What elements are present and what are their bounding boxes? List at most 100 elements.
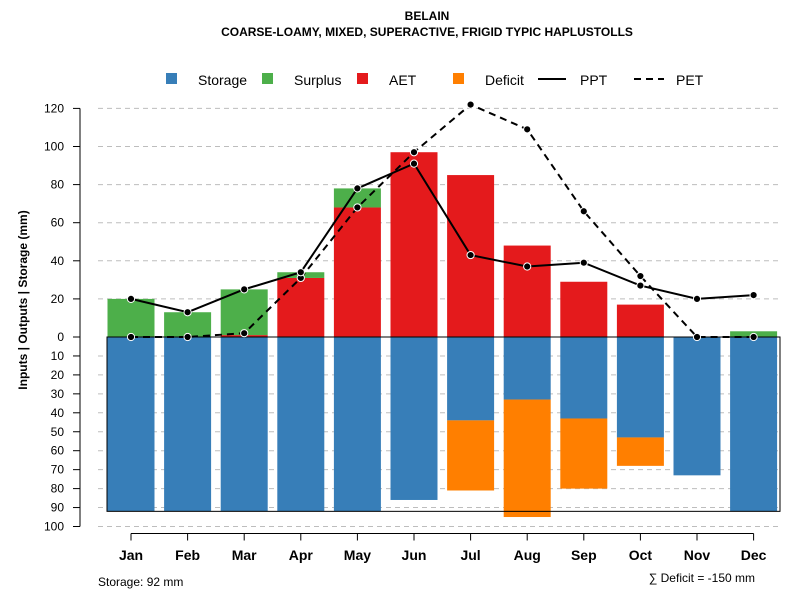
y-tick-label-lower-40: 40 [51, 406, 65, 420]
y-tick-label-lower-50: 50 [51, 425, 65, 439]
bar-storage-feb [164, 337, 212, 512]
y-tick-label-upper-100: 100 [44, 140, 64, 154]
y-axis-label: Inputs | Outputs | Storage (mm) [16, 210, 30, 389]
legend-deficit-label: Deficit [485, 72, 524, 88]
pet-point-mar [240, 329, 249, 338]
legend-pet-label: PET [676, 72, 704, 88]
y-tick-label-upper-60: 60 [51, 216, 65, 230]
y-tick-label-upper-40: 40 [51, 254, 65, 268]
y-tick-label-lower-100: 100 [44, 520, 64, 534]
y-tick-label-upper-0: 0 [57, 330, 64, 344]
x-tick-label-dec: Dec [741, 547, 767, 563]
y-tick-label-lower-80: 80 [51, 482, 65, 496]
bar-storage-mar [220, 337, 268, 512]
bar-aet-jun [390, 152, 438, 337]
pet-line [131, 103, 754, 338]
deficit-note: ∑ Deficit = -150 mm [649, 571, 755, 585]
legend-aet-swatch [357, 73, 368, 84]
pet-point-sep [579, 207, 588, 216]
pet-point-oct [636, 271, 645, 281]
bar-deficit-oct [616, 437, 664, 466]
pet-point-jul [466, 100, 475, 109]
ppt-point-sep [579, 258, 588, 267]
y-tick-label-lower-90: 90 [51, 501, 65, 515]
y-tick-label-upper-120: 120 [44, 101, 64, 115]
x-tick-label-sep: Sep [571, 547, 597, 563]
legend-storage-label: Storage [198, 72, 247, 88]
x-tick-label-jul: Jul [460, 547, 480, 563]
bar-storage-dec [730, 337, 778, 512]
chart-title: BELAIN [405, 9, 450, 23]
bar-storage-nov [673, 337, 721, 476]
legend-ppt-label: PPT [580, 72, 608, 88]
pet-point-nov [692, 332, 702, 342]
axes: 0 20 40 60 80 100 120 10 20 30 40 50 60 70 80 90 100 Jan F… [44, 101, 781, 563]
legend-deficit-swatch [453, 73, 464, 84]
bar-deficit-sep [560, 418, 608, 489]
ppt-point-feb [183, 308, 192, 317]
bar-aet-apr [277, 277, 325, 337]
pet-point-dec [749, 332, 758, 342]
ppt-point-jun [409, 159, 419, 168]
x-tick-label-jan: Jan [119, 547, 143, 563]
bar-storage-sep [560, 337, 608, 419]
bar-storage-may [333, 337, 381, 512]
x-tick-label-jun: Jun [402, 547, 427, 563]
bar-storage-jan [107, 337, 155, 512]
x-tick-label-apr: Apr [289, 547, 314, 563]
ppt-point-aug [523, 262, 532, 271]
y-tick-label-upper-20: 20 [51, 292, 65, 306]
ppt-point-mar [240, 285, 249, 294]
ppt-line [130, 162, 754, 314]
bar-surplus-jan [107, 298, 155, 337]
pet-point-jan [126, 332, 136, 342]
y-tick-label-lower-70: 70 [51, 463, 65, 477]
chart-subtitle: COARSE-LOAMY, MIXED, SUPERACTIVE, FRIGID… [221, 25, 633, 39]
bar-aet-may [333, 207, 381, 337]
ppt-point-jan [126, 294, 136, 303]
bar-deficit-aug [503, 399, 551, 518]
legend-surplus-swatch [262, 73, 273, 84]
pet-point-may [353, 203, 362, 212]
bar-surplus-may [333, 188, 381, 208]
bar-storage-oct [616, 337, 664, 438]
bar-storage-jun [390, 337, 438, 500]
bar-storage-apr [277, 337, 325, 512]
ppt-point-may [353, 184, 362, 193]
y-tick-label-upper-80: 80 [51, 178, 65, 192]
y-tick-label-lower-30: 30 [51, 387, 65, 401]
y-tick-label-lower-20: 20 [51, 368, 65, 382]
series-lines [126, 100, 758, 342]
ppt-point-apr [296, 268, 305, 277]
ppt-point-jul [466, 250, 475, 260]
legend-storage-swatch [166, 73, 177, 84]
bar-surplus-feb [164, 312, 212, 337]
ppt-point-dec [749, 290, 758, 300]
x-tick-label-aug: Aug [514, 547, 541, 563]
legend-aet-label: AET [389, 72, 417, 88]
legend-surplus-label: Surplus [294, 72, 341, 88]
bar-aet-oct [616, 304, 664, 337]
bar-surplus-mar [220, 289, 268, 336]
bar-deficit-jul [447, 420, 495, 491]
ppt-point-nov [692, 294, 702, 303]
x-tick-label-nov: Nov [684, 547, 711, 563]
x-tick-label-mar: Mar [232, 547, 257, 563]
grid-lines [98, 107, 780, 527]
pet-point-aug [523, 125, 532, 134]
bar-aet-sep [560, 281, 608, 337]
pet-point-feb [183, 332, 192, 342]
bar-aet-aug [503, 245, 551, 337]
y-tick-label-lower-10: 10 [51, 349, 65, 363]
ppt-point-oct [636, 281, 645, 290]
storage-capacity-frame [106, 336, 781, 512]
bar-storage-aug [503, 337, 551, 400]
storage-note: Storage: 92 mm [98, 575, 183, 589]
x-tick-label-may: May [344, 547, 371, 563]
bars [107, 152, 778, 518]
pet-point-jun [409, 148, 419, 157]
legend: Storage Surplus AET Deficit PPT PET [166, 72, 704, 88]
y-tick-label-lower-60: 60 [51, 444, 65, 458]
x-tick-label-oct: Oct [629, 547, 653, 563]
